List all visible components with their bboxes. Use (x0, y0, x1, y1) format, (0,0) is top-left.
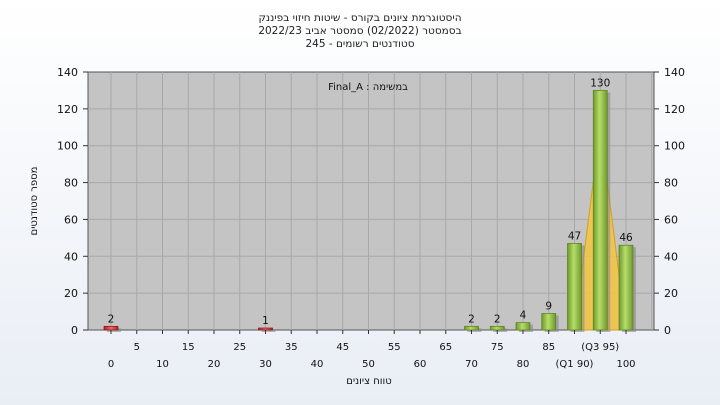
bar (489, 325, 505, 331)
x-tick-label: 80 (517, 359, 530, 370)
bar-shadow (261, 330, 276, 332)
grid-lines (88, 72, 654, 330)
x-tick-label: 20 (208, 359, 221, 370)
bar-value-label: 2 (468, 313, 475, 325)
y-tick-label-right: 0 (664, 324, 671, 337)
y-tick-label-right: 140 (664, 66, 685, 79)
x-tick-label: (Q1 90) (556, 359, 594, 370)
y-tick-label: 140 (57, 66, 78, 79)
y-axis-title: מספר סטודנטים (29, 167, 40, 236)
x-tick-label: 10 (156, 359, 169, 370)
chart-enrolled-count: סטודנטים רשומים - 245 (305, 38, 414, 50)
x-tick-label: 55 (388, 342, 401, 353)
x-tick-label: 45 (336, 342, 349, 353)
x-tick-label: 35 (285, 342, 298, 353)
bar (567, 243, 582, 331)
y-tick-label: 20 (64, 287, 78, 300)
bar-value-label: 2 (494, 313, 501, 325)
bar-value-label: 46 (619, 232, 633, 244)
y-tick-label-right: 20 (664, 287, 678, 300)
x-tick-label: 65 (439, 342, 452, 353)
x-tick-label: 0 (108, 359, 114, 370)
y-tick-label-right: 120 (664, 103, 685, 116)
bar (258, 327, 273, 331)
bar (618, 244, 634, 331)
chart-subtitle: בסמסטר (02/2022) סמסטר אביב 2022/23 (258, 25, 461, 37)
chart-title: היסטוגרמת ציונים בקורס - שיטות חיזוי בפי… (258, 12, 461, 24)
bar-value-label: 1 (262, 315, 269, 327)
y-tick-label-right: 60 (664, 213, 678, 226)
x-tick-label: 75 (491, 342, 504, 353)
y-tick-label: 40 (64, 250, 78, 263)
bar-value-label: 9 (545, 300, 552, 312)
bar (515, 322, 531, 331)
x-tick-label: 50 (362, 359, 375, 370)
in-chart-annotation: Final_A : במשימה (328, 82, 408, 93)
x-tick-label: 5 (134, 342, 140, 353)
x-tick-label: 40 (311, 359, 324, 370)
bar (592, 90, 608, 331)
x-tick-label: 60 (414, 359, 427, 370)
y-tick-label-right: 80 (664, 177, 678, 190)
y-tick-label: 80 (64, 177, 78, 190)
y-tick-label-right: 100 (664, 140, 685, 153)
bar (464, 325, 479, 331)
x-tick-label: 15 (182, 342, 195, 353)
x-tick-label: 100 (616, 359, 635, 370)
x-axis-title: טווח ציונים (346, 376, 391, 387)
x-tick-label: (Q3 95) (581, 342, 619, 353)
x-tick-label: 30 (259, 359, 272, 370)
bar (103, 325, 119, 331)
bar-value-label: 2 (108, 313, 115, 325)
y-tick-label: 60 (64, 213, 78, 226)
bar-value-label: 130 (590, 77, 610, 89)
bar-value-label: 4 (520, 310, 527, 322)
bar (541, 313, 557, 331)
plot-area (87, 71, 655, 331)
x-tick-label: 25 (233, 342, 246, 353)
x-tick-label: 70 (465, 359, 478, 370)
bars-group: 2 1 2 2 4 9 47 130 46 (103, 77, 636, 332)
bar-value-label: 47 (568, 230, 581, 242)
y-tick-label: 0 (71, 324, 78, 337)
x-tick-label: 85 (542, 342, 555, 353)
y-tick-label-right: 40 (664, 250, 678, 263)
y-tick-label: 120 (57, 103, 78, 116)
y-tick-label: 100 (57, 140, 78, 153)
